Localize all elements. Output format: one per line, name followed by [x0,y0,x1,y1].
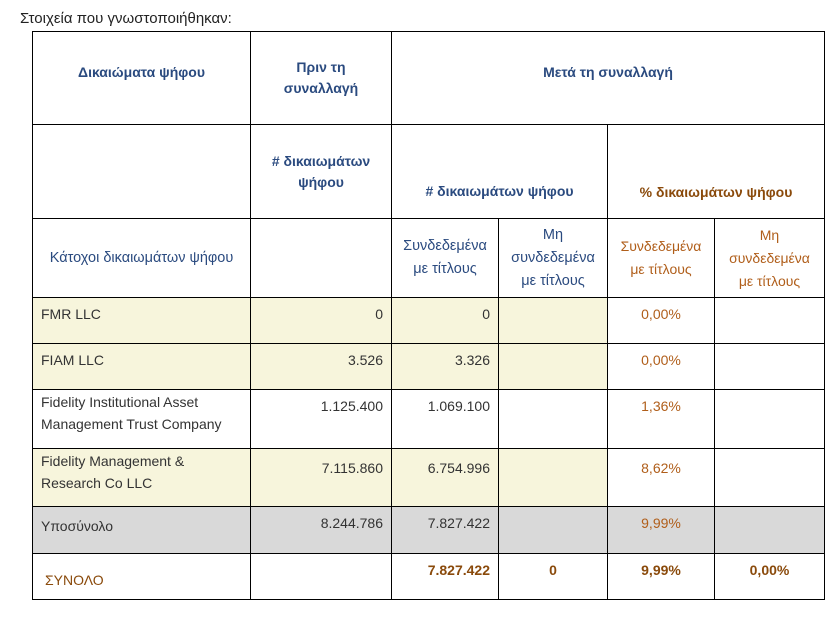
subtotal-pct-not-linked [714,506,825,554]
pct-linked: 0,00% [607,297,715,344]
header-num-rights-before: # δικαιωμάτων ψήφου [250,124,392,219]
header-after: Μετά τη συναλλαγή [391,31,825,125]
holder-name: Fidelity Management & Research Co LLC [32,448,251,507]
table-row: Fidelity Management & Research Co LLC 7.… [32,448,825,507]
pct-not-linked [714,297,825,344]
total-row: ΣΥΝΟΛΟ 7.827.422 0 9,99% 0,00% [32,553,825,600]
value-after-not-linked [498,343,608,390]
value-after-linked: 0 [391,297,499,344]
header-holders: Κάτοχοι δικαιωμάτων ψήφου [32,218,251,298]
subtotal-after-linked: 7.827.422 [391,506,499,554]
header-num-rights-after: # δικαιωμάτων ψήφου [391,124,608,219]
total-after-linked: 7.827.422 [391,553,499,600]
header-pct-rights: % δικαιωμάτων ψήφου [607,124,825,219]
total-after-not-linked: 0 [498,553,608,600]
header-linked-pct: Συνδεδεμένα με τίτλους [607,218,715,298]
header-not-linked: Μη συνδεδεμένα με τίτλους [498,218,608,298]
value-after-not-linked [498,389,608,449]
pct-linked: 0,00% [607,343,715,390]
holder-name: Fidelity Institutional Asset Management … [32,389,251,449]
value-after-linked: 6.754.996 [391,448,499,507]
header-not-linked-pct: Μη συνδεδεμένα με τίτλους [714,218,825,298]
value-before: 0 [250,297,392,344]
table-row: FIAM LLC 3.526 3.326 0,00% [32,343,825,390]
total-label: ΣΥΝΟΛΟ [32,553,251,600]
header-before: Πριν τη συναλλαγή [250,31,392,125]
value-after-linked: 1.069.100 [391,389,499,449]
value-after-not-linked [498,297,608,344]
header-empty-cell [32,124,251,219]
pct-not-linked [714,448,825,507]
subtotal-before: 8.244.786 [250,506,392,554]
value-before: 1.125.400 [250,389,392,449]
header-linked: Συνδεδεμένα με τίτλους [391,218,499,298]
subtotal-label: Υποσύνολο [32,506,251,554]
header-empty-cell [250,218,392,298]
table-row: Fidelity Institutional Asset Management … [32,389,825,449]
pct-not-linked [714,389,825,449]
value-before: 7.115.860 [250,448,392,507]
value-after-not-linked [498,448,608,507]
subtotal-row: Υποσύνολο 8.244.786 7.827.422 9,99% [32,506,825,554]
voting-rights-table: Δικαιώματα ψήφου Πριν τη συναλλαγή Μετά … [32,31,825,600]
value-before: 3.526 [250,343,392,390]
header-voting-rights: Δικαιώματα ψήφου [32,31,251,125]
intro-text: Στοιχεία που γνωστοποιήθηκαν: [20,10,232,27]
subtotal-after-not-linked [498,506,608,554]
total-before [250,553,392,600]
holder-name: FMR LLC [32,297,251,344]
table-row: FMR LLC 0 0 0,00% [32,297,825,344]
total-pct-not-linked: 0,00% [714,553,825,600]
total-pct-linked: 9,99% [607,553,715,600]
subtotal-pct-linked: 9,99% [607,506,715,554]
holder-name: FIAM LLC [32,343,251,390]
pct-not-linked [714,343,825,390]
value-after-linked: 3.326 [391,343,499,390]
pct-linked: 8,62% [607,448,715,507]
pct-linked: 1,36% [607,389,715,449]
